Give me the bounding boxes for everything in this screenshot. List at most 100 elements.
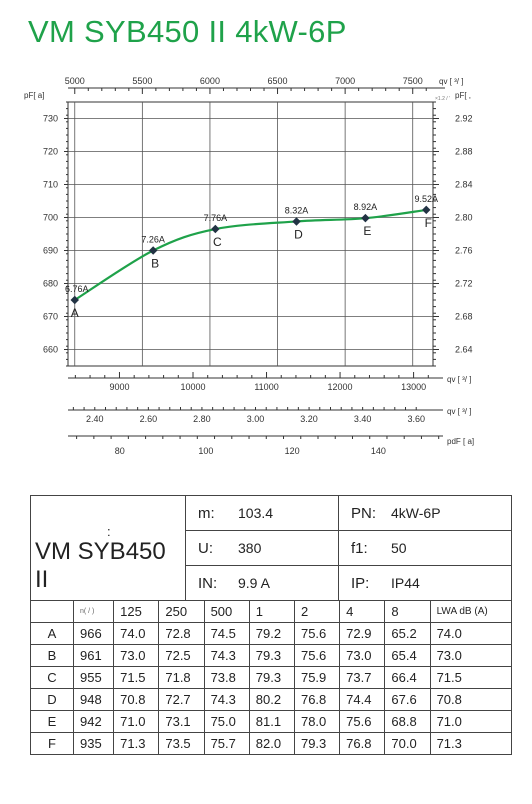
table-cell: 72.5: [158, 644, 205, 667]
bottom-axis2-tick-label: 3.00: [247, 414, 265, 424]
table-cell: 935: [72, 732, 115, 755]
operating-point-label: B: [151, 257, 159, 271]
left-axis-tick-label: 720: [43, 147, 58, 157]
left-axis-tick-label: 700: [43, 213, 58, 223]
bottom-axis2-tick-label: 3.20: [300, 414, 318, 424]
top-axis-tick-label: 5500: [132, 76, 152, 86]
chart-axes: 5000 5500 6000 6500 7000 7500 qv [ ³/ ] ×1.2 / …: [24, 76, 474, 456]
table-cell: 80.2: [248, 688, 295, 711]
table-cell: 67.6: [384, 688, 431, 711]
operating-point-label: F: [425, 216, 432, 230]
noise-table: n( / ) 125 250 500 1 2 4 8 LWA dB (A) A 966 74.0 72…: [30, 600, 513, 755]
header-cell: 8: [384, 600, 431, 623]
left-axis-tick-label: 670: [43, 312, 58, 322]
table-cell: 75.7: [203, 732, 250, 755]
table-cell: 70.0: [384, 732, 431, 755]
left-axis-unit: pF[ a]: [24, 91, 44, 100]
table-cell: 75.6: [293, 622, 341, 645]
bottom-axis2-tick-label: 3.40: [354, 414, 372, 424]
operating-point-current: 7.26A: [141, 235, 165, 245]
table-cell: 76.8: [339, 732, 386, 755]
bottom-axis3-tick-label: 140: [371, 446, 386, 456]
table-cell: 71.3: [113, 732, 160, 755]
bottom-axis3-tick-label: 80: [115, 446, 125, 456]
bottom-axis1-tick-label: 13000: [401, 382, 426, 392]
row-label: B: [30, 644, 74, 667]
performance-curve: [74, 208, 427, 301]
fan-performance-chart: 5000 5500 6000 6500 7000 7500 qv [ ³/ ] ×1.2 / …: [24, 76, 474, 456]
table-cell: 71.3: [429, 732, 513, 755]
table-cell: 66.4: [384, 666, 431, 689]
table-cell: 78.0: [293, 710, 341, 733]
pn-value: 4kW-6P: [391, 504, 441, 521]
header-cell: 4: [339, 600, 386, 623]
left-axis-tick-label: 660: [43, 345, 58, 355]
header-cell: 2: [293, 600, 341, 623]
ip-label: IP:: [351, 574, 370, 592]
table-row: E 942 71.0 73.1 75.0 81.1 78.0 75.6 68.8 71.0: [30, 710, 513, 733]
table-cell: 72.9: [339, 622, 386, 645]
operating-point-label: D: [294, 227, 303, 241]
operating-point-marker: [148, 246, 158, 255]
spec-in: IN: 9.9 A: [185, 565, 339, 601]
right-axis-unit: pF[ ,: [455, 91, 471, 100]
operating-point-marker: [361, 213, 370, 223]
bottom-axis1-tick-label: 10000: [180, 382, 205, 392]
table-cell: 81.1: [248, 710, 295, 733]
operating-point-label: E: [363, 224, 371, 238]
table-cell: 76.8: [293, 688, 341, 711]
table-cell: 74.0: [429, 622, 513, 645]
table-cell: 79.3: [293, 732, 341, 755]
row-label: A: [30, 622, 74, 645]
row-label: D: [30, 688, 74, 711]
header-cell: 1: [248, 600, 295, 623]
f1-label: f1:: [351, 539, 368, 557]
left-axis-tick-label: 730: [43, 114, 58, 124]
table-cell: 79.2: [248, 622, 295, 645]
table-cell: 68.8: [384, 710, 431, 733]
top-axis-tick-label: 7500: [403, 76, 423, 86]
chart-grid: [67, 101, 434, 367]
table-cell: 73.0: [113, 644, 160, 667]
bottom-axis2-unit: qv [ ³/ ]: [447, 407, 471, 416]
table-row: A 966 74.0 72.8 74.5 79.2 75.6 72.9 65.2 74.0: [30, 622, 513, 645]
table-cell: 75.0: [203, 710, 250, 733]
table-row: D 948 70.8 72.7 74.3 80.2 76.8 74.4 67.6 70.8: [30, 688, 513, 711]
bottom-axis1-tick-label: 11000: [254, 382, 278, 392]
bottom-axis1-tick-label: 12000: [328, 382, 353, 392]
left-axis-tick-label: 680: [43, 279, 58, 289]
ip-value: IP44: [391, 574, 420, 591]
table-cell: 961: [72, 644, 115, 667]
plot-frame: [67, 101, 434, 367]
table-cell: 70.8: [429, 688, 513, 711]
table-cell: 72.8: [158, 622, 205, 645]
operating-point-current: 7.76A: [204, 213, 228, 223]
top-axis-sub: ×1.2 / ′: [435, 96, 450, 102]
left-axis-tick-label: 690: [43, 246, 58, 256]
table-cell: 74.3: [203, 688, 250, 711]
table-header-row: n( / ) 125 250 500 1 2 4 8 LWA dB (A): [30, 600, 513, 623]
table-cell: 71.0: [113, 710, 160, 733]
bottom-axis3-tick-label: 100: [198, 446, 213, 456]
table-cell: 79.3: [248, 644, 295, 667]
header-cell: 250: [158, 600, 205, 623]
table-cell: 73.1: [158, 710, 205, 733]
table-cell: 75.6: [339, 710, 386, 733]
table-cell: 75.6: [293, 644, 341, 667]
table-cell: 74.4: [339, 688, 386, 711]
operating-point-label: C: [213, 235, 222, 249]
spec-m: m: 103.4: [185, 495, 339, 531]
left-axis-tick-label: 710: [43, 180, 58, 190]
header-cell: 125: [113, 600, 160, 623]
table-body: A 966 74.0 72.8 74.5 79.2 75.6 72.9 65.2 74.0 B 961…: [30, 622, 513, 755]
bottom-axis2-tick-label: 3.60: [407, 414, 425, 424]
row-label: E: [30, 710, 74, 733]
top-axis-tick-label: 6000: [200, 76, 220, 86]
table-cell: 74.3: [203, 644, 250, 667]
header-cell: LWA dB (A): [429, 600, 513, 623]
header-cell: 500: [203, 600, 250, 623]
right-axis-tick-label: 2.92: [455, 114, 473, 124]
top-axis-tick-label: 6500: [268, 76, 288, 86]
table-row: C 955 71.5 71.8 73.8 79.3 75.9 73.7 66.4 71.5: [30, 666, 513, 689]
in-label: IN:: [198, 574, 218, 592]
